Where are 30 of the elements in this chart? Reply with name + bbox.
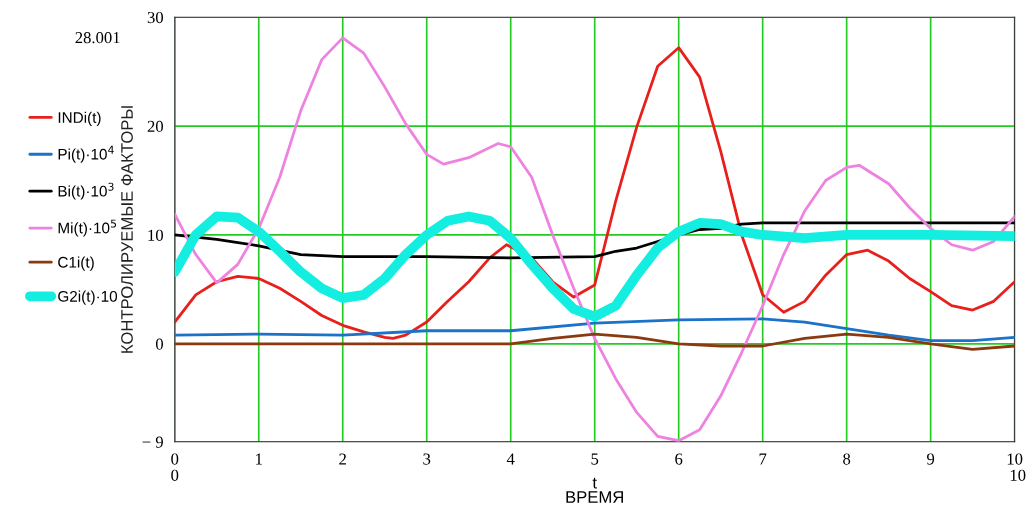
text: 28.001: [75, 32, 120, 44]
y-tick-label: 20: [147, 120, 164, 133]
legend-label: G2i(t)·10: [58, 290, 118, 305]
x-tick-label: 5: [591, 453, 599, 465]
legend-label: C1i(t): [58, 256, 94, 271]
legend-label: Bi(t)·10$^{3}$: [58, 182, 114, 200]
text: 10: [1010, 469, 1026, 481]
line-series: [174, 332, 1015, 351]
y-tick-label: 0: [155, 338, 164, 350]
line-series: [174, 46, 1015, 340]
y-axis-title: КОНТРОЛИРУЕМЫЕ ФАКТОРЫ: [121, 106, 133, 353]
x-tick-label: 6: [675, 453, 683, 465]
y-tick-label: 10: [148, 229, 164, 241]
x-tick-label: 2: [339, 453, 346, 465]
x-tick-label: 10: [1007, 453, 1023, 465]
x-tick-label: 0: [171, 453, 179, 465]
legend-label: Pi(t)·10$^{4}$: [58, 145, 114, 163]
y-tick-label: 30: [147, 11, 164, 24]
x-tick-label: 1: [256, 453, 262, 465]
x-tick-label: 7: [759, 453, 767, 465]
legend-label: Mi(t)·10$^{5}$: [58, 219, 117, 237]
x-tick-label: 9: [927, 453, 935, 465]
text: 0: [171, 469, 179, 481]
legend-label: INDi(t): [58, 111, 101, 126]
x-tick-label: 8: [843, 453, 851, 465]
x-axis-title: t ВРЕМЯ: [566, 477, 623, 503]
y-tick-label: − 9: [142, 436, 163, 448]
x-tick-label: 4: [506, 453, 515, 465]
line-series: [174, 317, 1015, 342]
x-tick-label: 3: [423, 453, 431, 465]
